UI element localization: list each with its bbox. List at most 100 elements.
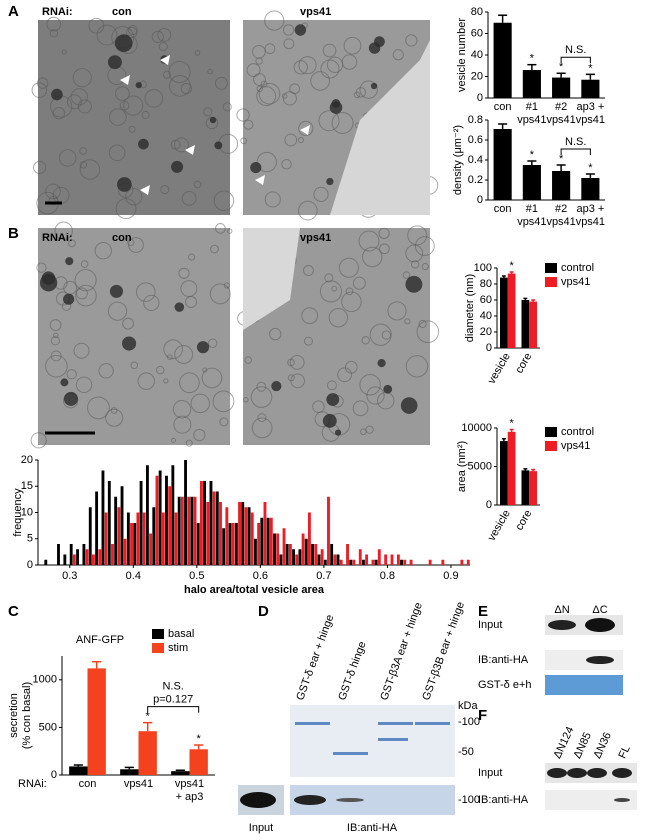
significance: * [509, 260, 514, 272]
texture [52, 106, 66, 120]
histogram-bar [314, 544, 318, 565]
texture [358, 230, 380, 252]
histogram-bar [117, 507, 121, 565]
x-tick-sublabel: vps41 [517, 114, 546, 126]
texture [98, 363, 114, 379]
texture [87, 396, 110, 420]
granule [117, 177, 132, 192]
band [295, 722, 330, 725]
texture [256, 85, 263, 92]
texture [365, 425, 374, 434]
x-tick-label: core [513, 351, 534, 376]
x-tick-label: ap3 + [576, 101, 604, 113]
texture [157, 27, 172, 42]
x-tick-label: 0.5 [189, 570, 204, 582]
texture [207, 68, 213, 75]
bar [493, 129, 512, 200]
y-axis-label: area (nm²) [456, 441, 468, 492]
granule [63, 293, 75, 305]
texture [96, 24, 118, 46]
histogram-bar [396, 554, 400, 565]
significance: * [588, 62, 593, 74]
texture [213, 190, 235, 211]
texture [36, 262, 47, 273]
x-tick-sublabel: vps41 [576, 114, 605, 126]
x-tick-label: #1 [526, 101, 538, 113]
texture [74, 269, 97, 292]
histogram-bar [362, 559, 365, 565]
histogram-bar [317, 554, 321, 565]
histogram-bar [330, 544, 334, 565]
y-tick-label: 20 [21, 454, 33, 466]
texture [33, 160, 47, 175]
texture [144, 89, 164, 108]
texture [94, 242, 112, 260]
granule [109, 284, 124, 298]
bar [493, 22, 512, 98]
histogram-bar [266, 517, 270, 565]
histogram-bar [269, 517, 273, 565]
histogram-bar [146, 465, 149, 565]
granule [250, 162, 262, 174]
y-tick-label: 20 [480, 326, 492, 338]
texture [320, 59, 340, 79]
histogram-bar [174, 512, 178, 565]
micrograph [38, 20, 230, 215]
texture [70, 88, 88, 106]
histogram-bar [200, 481, 203, 565]
band [547, 768, 567, 778]
membrane [243, 228, 300, 330]
texture [264, 10, 285, 31]
texture [143, 294, 160, 312]
histogram-bar [409, 559, 413, 565]
texture [227, 228, 233, 234]
texture [223, 282, 230, 289]
granule [209, 116, 217, 124]
histogram-bar [295, 554, 299, 565]
texture [402, 271, 411, 279]
y-tick-label: 0 [486, 342, 492, 354]
y-axis-label: secretion [8, 693, 20, 738]
texture [156, 365, 165, 375]
marker-label: -100 [458, 794, 480, 806]
texture [45, 354, 68, 378]
x-tick-label: ap3 + [576, 203, 604, 215]
texture [257, 413, 267, 423]
texture [53, 332, 59, 339]
histogram-bar [323, 559, 327, 565]
texture [256, 381, 267, 392]
texture [123, 95, 144, 116]
histogram-bar [466, 559, 470, 565]
histogram-bar [111, 544, 114, 565]
texture [260, 80, 268, 88]
row-label: IB:anti-HA [478, 794, 529, 806]
y-axis-label: diameter (nm) [464, 274, 476, 342]
histogram-bar [126, 512, 130, 565]
granule [171, 160, 184, 173]
y-tick-label: 0 [51, 769, 57, 781]
texture [128, 125, 136, 133]
texture [30, 432, 47, 449]
legend-swatch [545, 441, 557, 451]
histogram-bar [273, 533, 276, 565]
texture [75, 284, 97, 307]
bar [69, 766, 88, 775]
x-tick-label: 0.7 [316, 570, 331, 582]
texture [287, 358, 295, 367]
panel-letter: E [478, 603, 488, 620]
histogram-bar [285, 544, 289, 565]
granule [60, 378, 69, 387]
marker-label: -100 [458, 716, 480, 728]
bar [507, 431, 516, 505]
band [567, 768, 587, 778]
arrowhead [300, 125, 310, 135]
histogram-bar [95, 491, 99, 565]
texture [188, 253, 196, 261]
y-tick-label: 0 [477, 92, 483, 104]
texture [49, 29, 59, 38]
texture [405, 34, 418, 47]
band [378, 738, 408, 741]
histogram-bar [149, 533, 153, 565]
texture [369, 323, 392, 346]
texture [137, 372, 155, 390]
